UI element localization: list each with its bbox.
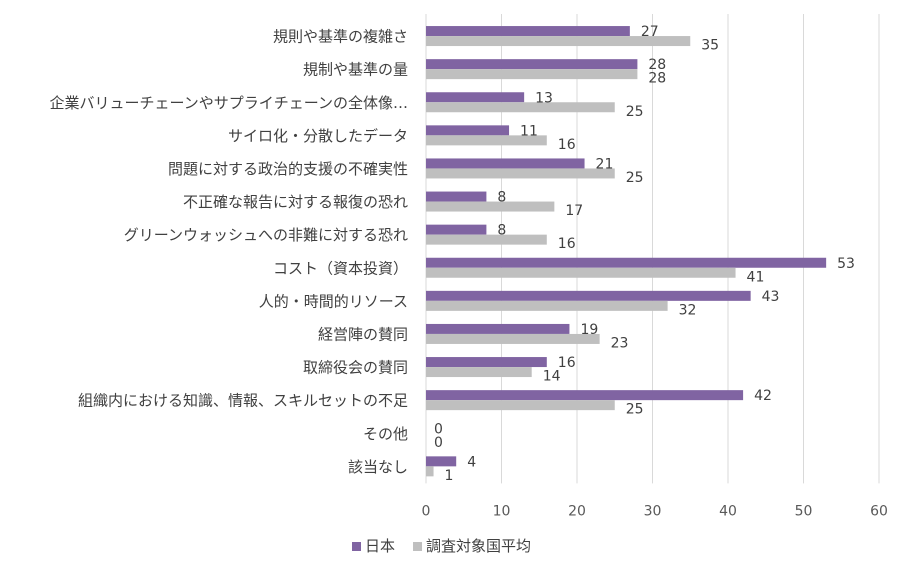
bar-average — [426, 333, 600, 344]
category-label: コスト（資本投資） — [273, 259, 408, 277]
category-label: 規則や基準の複雑さ — [273, 28, 408, 46]
bar-average — [426, 400, 615, 411]
bar-average — [426, 234, 547, 245]
data-label-japan: 11 — [520, 123, 538, 139]
legend-swatch-japan — [352, 542, 361, 551]
category-label: 経営陣の賛同 — [318, 325, 408, 343]
data-label-japan: 8 — [497, 223, 506, 239]
category-label: その他 — [363, 425, 408, 443]
bar-japan — [426, 26, 630, 37]
data-label-average: 25 — [626, 402, 644, 418]
data-label-average: 17 — [565, 203, 583, 219]
data-label-average: 25 — [626, 104, 644, 120]
bar-average — [426, 367, 532, 378]
x-tick-label: 10 — [493, 503, 511, 519]
x-tick-label: 0 — [422, 503, 431, 519]
category-label: サイロ化・分散したデータ — [228, 127, 408, 145]
bar-average — [426, 102, 615, 113]
data-label-japan: 16 — [558, 355, 576, 371]
bar-average — [426, 267, 736, 278]
category-label: 取締役会の賛同 — [303, 359, 408, 377]
bar-japan — [426, 59, 638, 70]
bar-average — [426, 135, 547, 146]
data-label-japan: 8 — [497, 190, 506, 206]
legend-label-japan: 日本 — [365, 537, 395, 555]
data-label-average: 1 — [445, 468, 454, 484]
data-label-average: 16 — [558, 236, 576, 252]
bar-japan — [426, 456, 457, 467]
bar-japan — [426, 290, 751, 301]
bar-average — [426, 168, 615, 179]
x-tick-label: 50 — [795, 503, 813, 519]
bar-japan — [426, 158, 585, 169]
category-label: 規制や基準の量 — [303, 61, 408, 79]
data-label-japan: 53 — [837, 256, 855, 272]
category-labels: 規則や基準の複雑さ規制や基準の量企業バリューチェーンやサプライチェーンの全体像…… — [49, 28, 408, 476]
legend-swatch-average — [413, 542, 423, 551]
bar-average — [426, 69, 638, 80]
bar-japan — [426, 323, 570, 334]
legend-label-average: 調査対象国平均 — [426, 537, 531, 555]
bar-japan — [426, 224, 487, 235]
bar-average — [426, 201, 555, 212]
data-label-average: 0 — [434, 435, 443, 451]
data-label-japan: 13 — [535, 90, 553, 106]
x-tick-label: 30 — [644, 503, 662, 519]
data-label-japan: 42 — [754, 388, 772, 404]
bar-average — [426, 300, 668, 311]
bar-average — [426, 36, 691, 47]
x-tick-label: 60 — [870, 503, 888, 519]
data-label-japan: 21 — [596, 156, 614, 172]
bar-average — [426, 466, 434, 477]
bar-japan — [426, 191, 487, 202]
grid-lines — [425, 14, 880, 484]
data-label-average: 35 — [701, 38, 719, 54]
x-tick-label: 20 — [568, 503, 586, 519]
category-label: 問題に対する政治的支援の不確実性 — [168, 160, 408, 178]
category-label: 企業バリューチェーンやサプライチェーンの全体像… — [49, 94, 408, 112]
category-label: 該当なし — [348, 458, 408, 476]
data-label-average: 14 — [543, 369, 561, 385]
bar-japan — [426, 125, 510, 136]
data-label-japan: 28 — [648, 57, 666, 73]
x-axis-ticks: 0 10 20 30 40 50 60 — [422, 503, 888, 519]
bar-japan — [426, 92, 525, 103]
data-label-japan: 43 — [762, 289, 780, 305]
category-label: 人的・時間的リソース — [259, 292, 408, 310]
data-label-average: 41 — [747, 269, 765, 285]
bars — [426, 26, 827, 477]
category-label: 組織内における知識、情報、スキルセットの不足 — [78, 392, 408, 410]
data-label-average: 25 — [626, 170, 644, 186]
data-label-japan: 4 — [467, 454, 476, 470]
category-label: グリーンウォッシュへの非難に対する恐れ — [124, 226, 408, 244]
data-label-average: 16 — [558, 137, 576, 153]
bar-japan — [426, 257, 827, 268]
legend: 日本 調査対象国平均 — [352, 537, 531, 555]
data-label-japan: 27 — [641, 24, 659, 40]
data-label-japan: 0 — [434, 421, 443, 437]
data-label-japan: 19 — [580, 322, 598, 338]
data-label-average: 28 — [648, 71, 666, 87]
data-label-average: 32 — [679, 302, 697, 318]
x-tick-label: 40 — [719, 503, 737, 519]
bar-japan — [426, 390, 744, 401]
data-label-average: 23 — [611, 335, 629, 351]
category-label: 不正確な報告に対する報復の恐れ — [183, 193, 408, 211]
bar-japan — [426, 357, 547, 368]
